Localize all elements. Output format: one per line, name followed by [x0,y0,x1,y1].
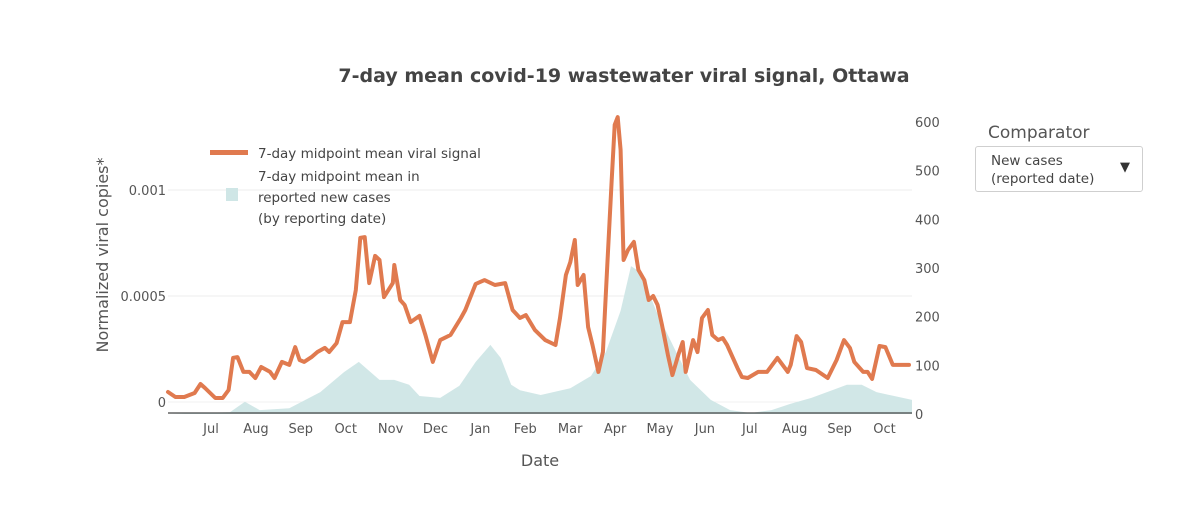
x-tick-label: Feb [514,422,537,437]
legend-area-swatch [226,188,238,201]
x-tick-label: May [647,422,674,437]
x-tick-label: Dec [423,422,448,437]
x-tick-label: Aug [243,422,268,437]
viral-signal-line-layer [166,115,911,400]
x-tick-label: Aug [782,422,807,437]
x-tick-label: Jul [741,422,758,437]
legend-line-label: 7-day midpoint mean viral signal [258,146,481,162]
cases-area-layer [168,266,912,414]
comparator-selected-line-2: (reported date) [991,171,1095,187]
x-tick-label: Nov [378,422,404,437]
y-tick-label: 0.0005 [121,290,167,305]
comparator-control: Comparator New cases (reported date) ▼ [975,122,1145,192]
legend-area-label-1: 7-day midpoint mean in [258,169,420,185]
x-axis-title: Date [521,451,559,470]
x-tick-label: Jul [202,422,219,437]
y-tick-label: 0 [158,396,166,411]
y2-tick-label: 0 [915,408,923,423]
x-tick-label: Jun [694,422,715,437]
legend-area-label-3: (by reporting date) [258,211,386,227]
comparator-selected-value: New cases (reported date) [991,152,1111,188]
y2-tick-labels: 0 100 200 300 400 500 600 [915,116,940,423]
cases-area [168,266,912,414]
legend[interactable]: 7-day midpoint mean viral signal 7-day m… [210,146,481,227]
viral-signal-line [166,115,911,400]
y2-tick-label: 300 [915,262,940,277]
x-tick-labels: Jul Aug Sep Oct Nov Dec Jan Feb Mar Apr May Jun Jul A… [202,422,896,437]
comparator-dropdown[interactable]: New cases (reported date) ▼ [975,146,1143,192]
chart-title: 7-day mean covid-19 wastewater viral sig… [338,65,909,87]
y2-tick-label: 100 [915,359,940,374]
x-tick-label: Sep [827,422,852,437]
comparator-label: Comparator [988,123,1090,143]
x-tick-label: Oct [334,422,356,437]
y2-tick-label: 600 [915,116,940,131]
y-tick-label: 0.001 [129,184,166,199]
comparator-selected-line-1: New cases [991,153,1063,169]
y2-tick-label: 500 [915,165,940,180]
legend-line-swatch [210,150,248,155]
y2-tick-label: 400 [915,213,940,228]
x-tick-label: Jan [469,422,490,437]
y-axis-title: Normalized viral copies* [93,157,112,352]
x-tick-label: Oct [873,422,895,437]
x-tick-label: Sep [289,422,314,437]
legend-area-label-2: reported new cases [258,190,391,206]
chevron-down-icon[interactable]: ▼ [1120,160,1130,175]
x-tick-label: Mar [558,422,583,437]
y-tick-labels: 0 0.0005 0.001 [121,184,167,411]
y2-tick-label: 200 [915,311,940,326]
x-tick-label: Apr [604,422,627,437]
